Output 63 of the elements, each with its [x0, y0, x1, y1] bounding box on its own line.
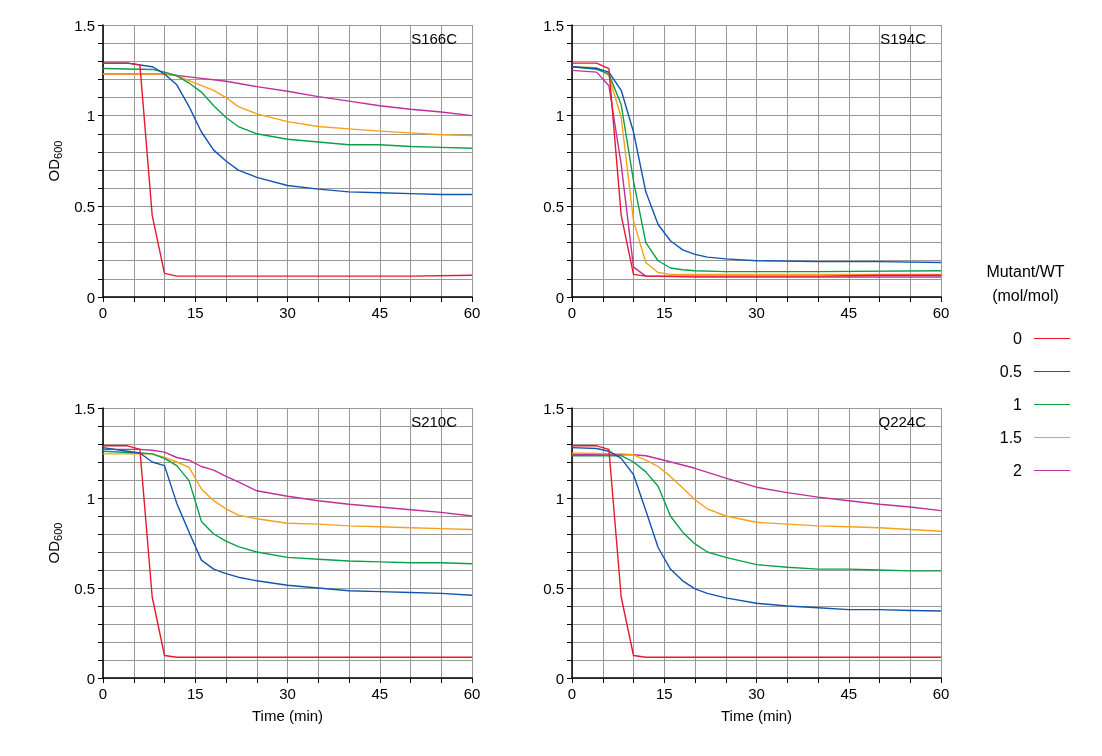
x-tick-label: 15: [655, 685, 673, 702]
x-tick-label: 15: [186, 685, 204, 702]
legend-title: Mutant/WT (mol/mol): [985, 262, 1066, 306]
line-series: [102, 446, 473, 596]
x-tick-label: 15: [655, 304, 673, 321]
x-tick-label: 45: [371, 304, 389, 321]
x-tick-label: 60: [932, 304, 950, 321]
line-series: [102, 448, 473, 517]
x-tick-label: 45: [840, 685, 858, 702]
y-tick-label: 1.5: [74, 16, 95, 34]
y-tick-label: 1.5: [74, 399, 95, 417]
x-tick-label: 0: [98, 304, 108, 321]
line-series: [102, 445, 473, 658]
x-tick-label: 0: [567, 304, 577, 321]
legend-label: 2: [1012, 461, 1022, 480]
y-axis-title: OD600: [45, 140, 64, 182]
line-series: [102, 62, 473, 277]
legend-label: 0.5: [998, 362, 1022, 381]
x-tick-label: 60: [932, 685, 950, 702]
line-series: [102, 67, 473, 150]
y-tick-label: 0.5: [543, 197, 564, 215]
y-tick-label: 1.5: [543, 16, 564, 34]
y-tick-label: 0: [555, 288, 564, 306]
legend-label: 1.5: [998, 428, 1022, 447]
y-tick-label: 0: [86, 288, 95, 306]
x-tick-label: 30: [279, 304, 296, 321]
y-tick-label: 1: [86, 489, 95, 507]
chart-title: S166C: [411, 30, 458, 47]
x-tick-label: 30: [748, 685, 765, 702]
y-tick-label: 1: [555, 489, 564, 507]
x-tick-label: 60: [463, 304, 481, 321]
legend-label: 0: [1012, 329, 1022, 348]
x-axis-title: Time (min): [720, 707, 793, 724]
line-series: [102, 450, 473, 565]
x-tick-label: 0: [567, 685, 577, 702]
chart-title: S194C: [880, 30, 927, 47]
y-tick-label: 1: [555, 107, 564, 125]
y-axis-title: OD600: [45, 522, 64, 564]
x-tick-label: 15: [186, 304, 204, 321]
y-tick-label: 1: [86, 107, 95, 125]
y-tick-label: 1.5: [543, 399, 564, 417]
y-tick-label: 0.5: [543, 579, 564, 597]
x-tick-label: 60: [463, 685, 481, 702]
y-tick-label: 0.5: [74, 579, 95, 597]
line-series: [571, 445, 942, 658]
x-tick-label: 30: [748, 304, 765, 321]
line-series: [102, 453, 473, 531]
chart-title: Q224C: [878, 413, 927, 430]
line-series: [571, 454, 942, 512]
x-tick-label: 45: [840, 304, 858, 321]
line-series: [102, 73, 473, 137]
x-tick-label: 30: [279, 685, 296, 702]
x-tick-label: 45: [371, 685, 389, 702]
y-tick-label: 0.5: [74, 197, 95, 215]
x-axis-title: Time (min): [251, 707, 324, 724]
legend-label: 1: [1012, 395, 1022, 414]
y-tick-label: 0: [86, 669, 95, 687]
line-series: [571, 446, 942, 612]
chart-title: S210C: [411, 413, 458, 430]
line-series: [571, 455, 942, 572]
y-tick-label: 0: [555, 669, 564, 687]
line-series: [571, 452, 942, 532]
x-tick-label: 0: [98, 685, 108, 702]
